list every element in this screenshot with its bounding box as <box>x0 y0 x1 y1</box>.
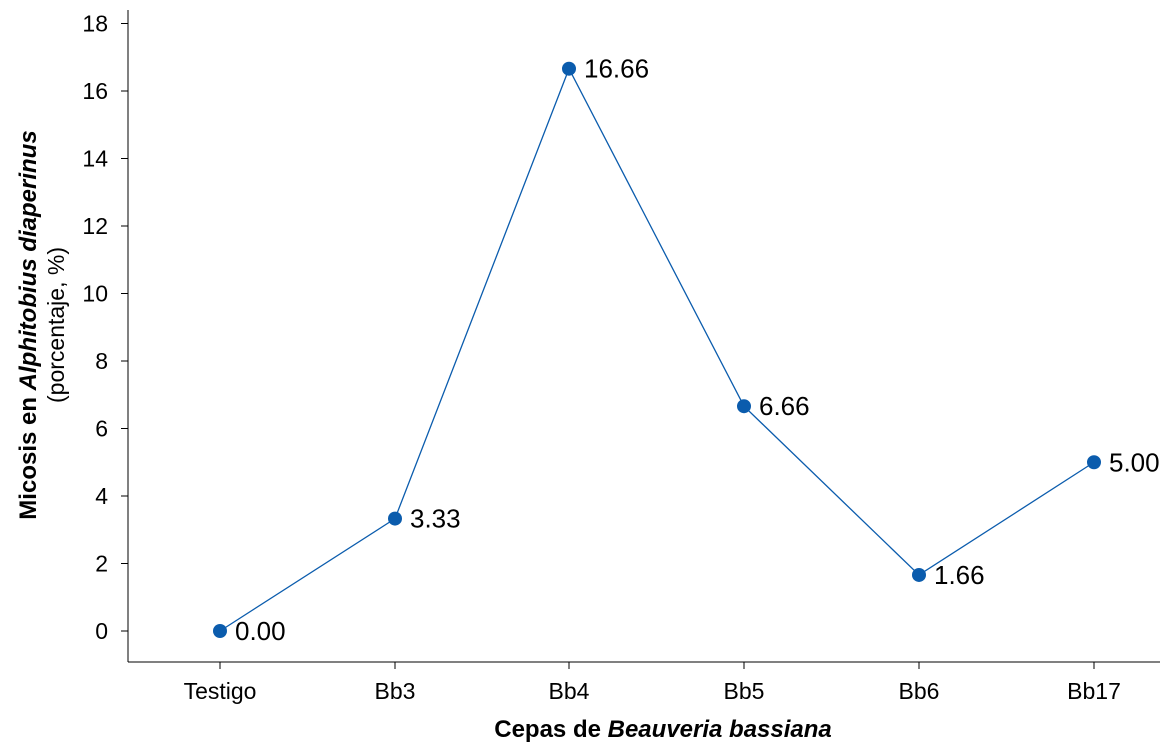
y-tick-label: 16 <box>82 78 108 104</box>
data-point <box>388 511 402 526</box>
y-tick-label: 8 <box>95 348 108 374</box>
series-line <box>219 67 1095 632</box>
data-labels: 0.00 3.33 16.66 6.66 1.66 5.00 <box>235 54 1160 646</box>
x-tick-label: Testigo <box>184 678 257 704</box>
data-point <box>912 567 926 582</box>
y-tick-label: 0 <box>95 618 108 644</box>
y-tick-label: 6 <box>95 416 108 442</box>
data-label: 0.00 <box>235 616 286 646</box>
x-tick-label: Bb6 <box>899 678 940 704</box>
series-group <box>213 61 1101 638</box>
data-label: 6.66 <box>759 391 810 421</box>
x-axis-title: Cepas de Beauveria bassiana <box>494 716 832 743</box>
y-axis-title-line2: (porcentaje, %) <box>43 247 69 403</box>
data-label: 1.66 <box>934 560 985 590</box>
x-axis-ticks: Testigo Bb3 Bb4 Bb5 Bb6 Bb17 <box>184 662 1121 704</box>
y-axis-ticks: 0 2 4 6 8 10 12 14 16 18 <box>82 11 128 644</box>
data-label: 5.00 <box>1109 447 1160 477</box>
y-axis-title-line1: Micosis en Alphitobius diaperinus <box>15 130 42 519</box>
data-point <box>737 399 751 414</box>
x-tick-label: Bb4 <box>549 678 590 704</box>
data-point <box>213 624 227 638</box>
x-tick-label: Bb3 <box>375 678 416 704</box>
y-axis-title-italic: Alphitobius diaperinus <box>15 130 42 391</box>
y-axis-title-prefix: Micosis en <box>15 390 42 519</box>
y-tick-label: 14 <box>82 146 108 172</box>
y-tick-label: 18 <box>82 11 108 37</box>
data-label: 3.33 <box>410 504 461 534</box>
axes <box>127 10 1160 663</box>
x-tick-label: Bb17 <box>1067 678 1121 704</box>
data-point <box>1087 455 1101 470</box>
y-tick-label: 4 <box>95 483 108 509</box>
y-axis-title: Micosis en Alphitobius diaperinus (porce… <box>15 130 69 519</box>
x-tick-label: Bb5 <box>724 678 765 704</box>
y-tick-label: 2 <box>95 551 108 577</box>
data-label: 16.66 <box>584 54 649 84</box>
y-tick-label: 10 <box>82 281 108 307</box>
x-axis-title-italic: Beauveria bassiana <box>608 716 832 743</box>
y-tick-label: 12 <box>82 213 108 239</box>
x-axis-title-prefix: Cepas de <box>494 716 607 743</box>
data-point <box>562 61 576 76</box>
